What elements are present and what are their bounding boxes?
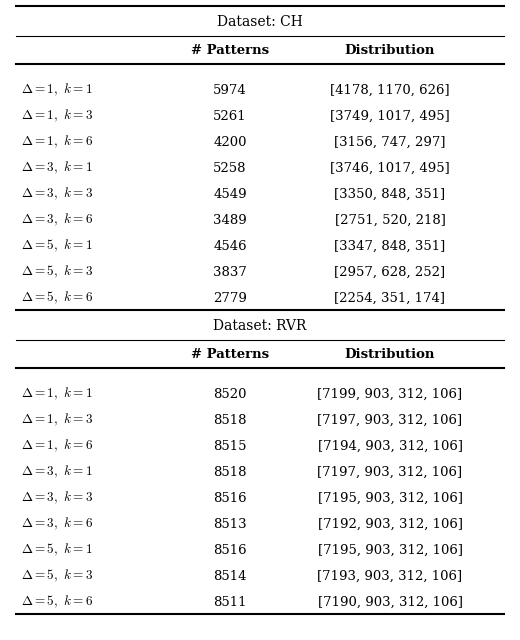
Text: 4200: 4200 [213,136,247,148]
Text: 5974: 5974 [213,83,247,97]
Text: [3347, 848, 351]: [3347, 848, 351] [334,239,446,253]
Text: $\Delta = 3,\ k = 1$: $\Delta = 3,\ k = 1$ [21,464,93,480]
Text: 8518: 8518 [213,413,247,426]
Text: $\Delta = 1,\ k = 1$: $\Delta = 1,\ k = 1$ [21,82,93,98]
Text: Distribution: Distribution [345,44,435,56]
Text: $\Delta = 1,\ k = 3$: $\Delta = 1,\ k = 3$ [21,108,93,124]
Text: [7192, 903, 312, 106]: [7192, 903, 312, 106] [318,518,462,531]
Text: [7194, 903, 312, 106]: [7194, 903, 312, 106] [318,440,462,452]
Text: $\Delta = 3,\ k = 6$: $\Delta = 3,\ k = 6$ [21,516,93,532]
Text: 8516: 8516 [213,543,247,557]
Text: # Patterns: # Patterns [191,348,269,360]
Text: $\Delta = 3,\ k = 3$: $\Delta = 3,\ k = 3$ [21,490,93,506]
Text: 5261: 5261 [213,109,247,122]
Text: [3156, 747, 297]: [3156, 747, 297] [334,136,446,148]
Text: [2751, 520, 218]: [2751, 520, 218] [334,214,446,227]
Text: 4549: 4549 [213,188,247,200]
Text: [2254, 351, 174]: [2254, 351, 174] [334,291,446,305]
Text: 3837: 3837 [213,266,247,278]
Text: 8516: 8516 [213,492,247,504]
Text: 5258: 5258 [213,161,247,175]
Text: [7193, 903, 312, 106]: [7193, 903, 312, 106] [317,570,463,582]
Text: [4178, 1170, 626]: [4178, 1170, 626] [330,83,450,97]
Text: $\Delta = 5,\ k = 6$: $\Delta = 5,\ k = 6$ [21,594,93,610]
Text: 8518: 8518 [213,465,247,479]
Text: $\Delta = 1,\ k = 6$: $\Delta = 1,\ k = 6$ [21,134,93,150]
Text: $\Delta = 5,\ k = 1$: $\Delta = 5,\ k = 1$ [21,542,93,558]
Text: $\Delta = 3,\ k = 6$: $\Delta = 3,\ k = 6$ [21,212,93,228]
Text: [3350, 848, 351]: [3350, 848, 351] [334,188,446,200]
Text: # Patterns: # Patterns [191,44,269,56]
Text: [7195, 903, 312, 106]: [7195, 903, 312, 106] [318,492,462,504]
Text: 4546: 4546 [213,239,247,253]
Text: Dataset: RVR: Dataset: RVR [213,319,307,333]
Text: $\Delta = 1,\ k = 1$: $\Delta = 1,\ k = 1$ [21,386,93,402]
Text: [7197, 903, 312, 106]: [7197, 903, 312, 106] [317,413,463,426]
Text: [3746, 1017, 495]: [3746, 1017, 495] [330,161,450,175]
Text: $\Delta = 5,\ k = 3$: $\Delta = 5,\ k = 3$ [21,264,93,280]
Text: 8513: 8513 [213,518,247,531]
Text: 8511: 8511 [213,595,247,609]
Text: [2957, 628, 252]: [2957, 628, 252] [334,266,446,278]
Text: [7195, 903, 312, 106]: [7195, 903, 312, 106] [318,543,462,557]
Text: 3489: 3489 [213,214,247,227]
Text: $\Delta = 3,\ k = 1$: $\Delta = 3,\ k = 1$ [21,160,93,176]
Text: [7199, 903, 312, 106]: [7199, 903, 312, 106] [317,387,463,401]
Text: 8520: 8520 [213,387,247,401]
Text: 2779: 2779 [213,291,247,305]
Text: $\Delta = 5,\ k = 6$: $\Delta = 5,\ k = 6$ [21,290,93,306]
Text: $\Delta = 3,\ k = 3$: $\Delta = 3,\ k = 3$ [21,186,93,202]
Text: [7190, 903, 312, 106]: [7190, 903, 312, 106] [318,595,462,609]
Text: 8514: 8514 [213,570,247,582]
Text: $\Delta = 5,\ k = 3$: $\Delta = 5,\ k = 3$ [21,568,93,584]
Text: [3749, 1017, 495]: [3749, 1017, 495] [330,109,450,122]
Text: $\Delta = 1,\ k = 6$: $\Delta = 1,\ k = 6$ [21,438,93,454]
Text: Dataset: CH: Dataset: CH [217,15,303,29]
Text: Distribution: Distribution [345,348,435,360]
Text: $\Delta = 5,\ k = 1$: $\Delta = 5,\ k = 1$ [21,238,93,254]
Text: 8515: 8515 [213,440,247,452]
Text: $\Delta = 1,\ k = 3$: $\Delta = 1,\ k = 3$ [21,412,93,428]
Text: [7197, 903, 312, 106]: [7197, 903, 312, 106] [317,465,463,479]
